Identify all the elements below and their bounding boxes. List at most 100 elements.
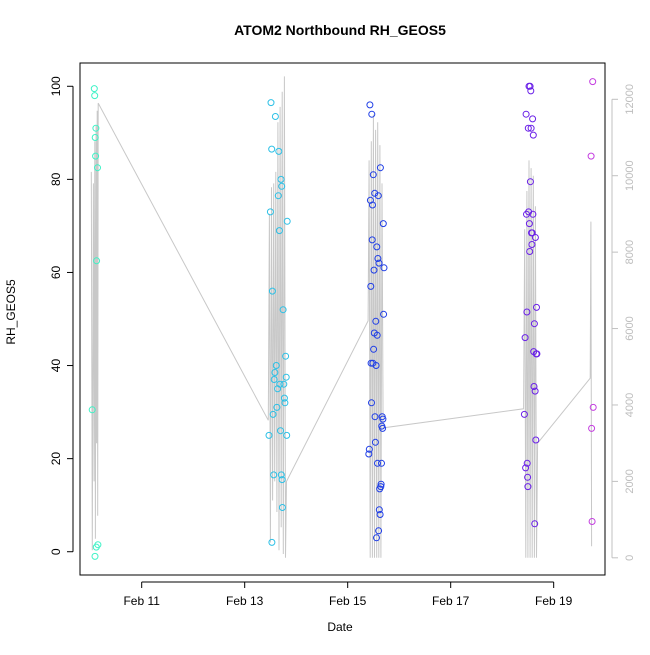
data-point-series-4 <box>520 410 528 418</box>
data-point-series-2 <box>282 352 290 360</box>
y2-tick-label: 12000 <box>624 84 636 115</box>
data-point-series-3 <box>365 445 373 453</box>
plot-frame <box>79 62 606 576</box>
data-point-series-4 <box>532 436 540 444</box>
data-point-series-4 <box>530 320 538 328</box>
data-point-series-3 <box>374 255 382 262</box>
data-point-series-4 <box>526 248 534 255</box>
data-point-series-1 <box>90 85 98 93</box>
data-point-series-3 <box>380 264 388 272</box>
y-axis: 0 20 40 60 80 100 <box>49 76 74 555</box>
chart-title: ATOM2 Northbound RH_GEOS5 <box>234 22 446 38</box>
data-point-series-4 <box>524 473 532 481</box>
data-point-series-3 <box>375 259 383 267</box>
data-point-series-3 <box>373 534 380 542</box>
data-point-series-1 <box>92 152 100 160</box>
y-tick-label: 20 <box>49 452 63 466</box>
data-point-series-2 <box>268 145 276 153</box>
data-point-series-4 <box>531 520 539 528</box>
data-point-series-2 <box>278 476 286 484</box>
data-point-series-1 <box>91 552 99 560</box>
y-tick-label: 40 <box>49 359 63 373</box>
data-point-series-4 <box>522 110 530 118</box>
x-axis-label: Date <box>327 620 353 634</box>
data-point-series-3 <box>369 201 376 209</box>
data-point-series-4 <box>521 334 529 342</box>
data-point-series-1 <box>94 164 101 172</box>
data-point-series-1 <box>94 541 102 549</box>
data-point-series-4 <box>531 234 539 241</box>
data-point-series-4 <box>533 303 540 311</box>
data-point-series-4 <box>526 178 534 186</box>
data-point-series-2 <box>282 373 290 381</box>
data-point-series-3 <box>374 192 382 200</box>
y-tick-label: 80 <box>49 172 63 186</box>
data-point-series-1 <box>92 124 100 132</box>
x-tick-label: Feb 19 <box>535 594 573 608</box>
data-point-series-3 <box>378 459 385 467</box>
data-point-series-3 <box>370 266 378 274</box>
data-point-series-2 <box>271 113 279 120</box>
data-point-series-2 <box>283 431 291 439</box>
data-point-series-3 <box>380 310 388 318</box>
data-point-series-4 <box>533 350 541 358</box>
data-point-series-2 <box>268 287 276 295</box>
data-point-series-2 <box>269 410 277 418</box>
data-point-series-5 <box>589 403 597 411</box>
data-point-series-4 <box>529 115 537 123</box>
y-axis-label: RH_GEOS5 <box>4 279 18 345</box>
data-point-series-2 <box>275 227 283 235</box>
data-point-series-3 <box>369 171 377 179</box>
data-point-series-2 <box>280 394 288 402</box>
data-point-series-3 <box>376 164 384 172</box>
data-point-series-2 <box>273 403 281 411</box>
data-point-series-3 <box>368 399 375 407</box>
data-point-series-1 <box>91 92 99 100</box>
y-tick-label: 60 <box>49 265 63 279</box>
data-point-series-5 <box>588 424 596 432</box>
data-point-series-3 <box>371 438 379 446</box>
data-point-series-3 <box>368 236 376 244</box>
data-point-series-4 <box>526 82 534 90</box>
data-point-series-5 <box>589 78 597 86</box>
data-point-series-3 <box>367 282 375 290</box>
data-point-series-3 <box>375 506 383 514</box>
data-point-series-4 <box>529 210 537 218</box>
data-point-series-4 <box>522 464 530 472</box>
data-point-series-2 <box>275 147 283 155</box>
x-tick-label: Feb 13 <box>226 594 264 608</box>
y2-tick-label: 4000 <box>624 393 636 417</box>
data-point-series-2 <box>268 538 276 546</box>
data-point-series-2 <box>283 217 291 225</box>
data-point-series-4 <box>523 459 531 467</box>
y-tick-label: 100 <box>49 76 63 96</box>
data-point-series-4 <box>523 308 531 316</box>
y2-tick-label: 0 <box>624 555 636 561</box>
data-point-series-4 <box>527 87 535 95</box>
y2-axis: 0 2000 4000 6000 8000 10000 12000 <box>611 84 636 561</box>
data-point-series-2 <box>277 471 285 479</box>
data-point-series-4 <box>529 131 537 139</box>
y-tick-label: 0 <box>49 548 63 555</box>
data-point-series-3 <box>373 243 381 251</box>
data-point-series-3 <box>365 450 373 458</box>
data-point-series-3 <box>371 413 379 421</box>
data-point-series-2 <box>281 399 289 407</box>
data-point-series-2 <box>276 380 284 388</box>
secondary-series-line <box>90 76 593 558</box>
x-tick-label: Feb 11 <box>123 594 160 608</box>
secondary-line <box>90 76 593 558</box>
data-point-series-4 <box>531 387 539 395</box>
data-point-series-2 <box>265 431 273 439</box>
data-point-series-2 <box>274 192 282 200</box>
data-point-series-1 <box>91 134 99 141</box>
x-tick-label: Feb 15 <box>329 594 367 608</box>
y2-tick-label: 10000 <box>624 160 636 191</box>
data-point-series-3 <box>375 527 383 535</box>
data-point-series-1 <box>93 257 101 265</box>
data-point-series-3 <box>366 101 374 109</box>
data-point-series-5 <box>588 518 596 525</box>
data-point-series-2 <box>277 427 284 435</box>
data-point-series-3 <box>374 459 381 467</box>
